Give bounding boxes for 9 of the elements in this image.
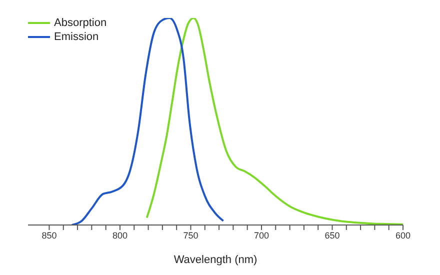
x-tick-label: 600 (395, 230, 411, 240)
x-tick-label: 850 (42, 230, 57, 240)
x-axis-title: Wavelength (nm) (174, 254, 258, 266)
x-tick-label: 750 (183, 230, 198, 240)
x-tick-label: 650 (324, 230, 340, 240)
x-tick-label: 800 (112, 230, 128, 240)
legend-label: Absorption (54, 16, 107, 30)
x-tick-label: 700 (254, 230, 270, 240)
legend-label: Emission (54, 30, 99, 44)
